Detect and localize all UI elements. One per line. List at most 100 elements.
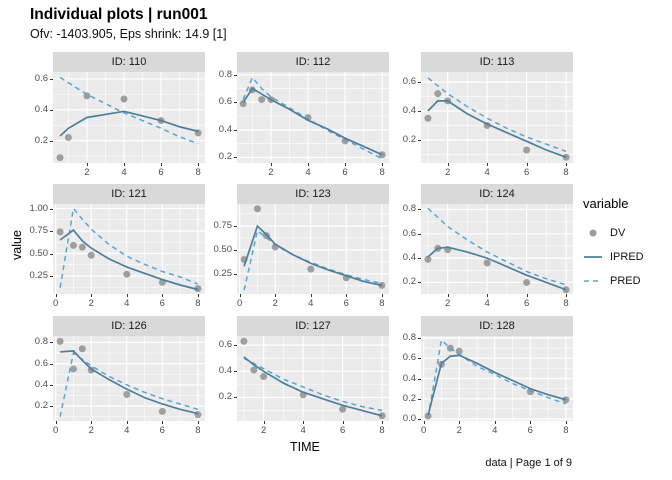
y-tick-label: 0.8 bbox=[34, 336, 48, 348]
facet-strip-label: ID: 127 bbox=[237, 316, 389, 336]
ipred-line bbox=[243, 356, 383, 417]
ipred-line bbox=[427, 246, 567, 291]
x-tick-mark bbox=[91, 294, 93, 297]
x-tick-mark bbox=[382, 421, 384, 424]
x-tick-mark bbox=[55, 294, 57, 297]
pred-line bbox=[59, 76, 199, 145]
dv-point bbox=[523, 146, 531, 154]
pred-line bbox=[427, 77, 567, 153]
dv-point bbox=[378, 281, 386, 289]
x-tick-label: 8 bbox=[563, 298, 569, 309]
x-tick-label: 4 bbox=[484, 167, 490, 178]
y-tick-mark bbox=[418, 258, 421, 260]
y-tick-mark bbox=[234, 102, 237, 104]
x-tick-mark bbox=[487, 294, 489, 297]
x-tick-mark bbox=[307, 163, 309, 166]
facet-panel bbox=[421, 204, 573, 294]
dv-point bbox=[56, 154, 64, 162]
facet-127: ID: 127 0.2 0.4 0.6 2 4 6 8 bbox=[219, 316, 389, 437]
x-tick-label: 4 bbox=[484, 298, 490, 309]
y-tick-mark bbox=[234, 157, 237, 159]
x-tick-label: 8 bbox=[379, 167, 385, 178]
x-tick-mark bbox=[342, 421, 344, 424]
dv-point bbox=[339, 405, 347, 413]
dv-point bbox=[523, 278, 531, 286]
y-tick-mark bbox=[418, 418, 421, 420]
x-tick-label: 6 bbox=[523, 298, 530, 309]
x-tick-mark bbox=[487, 163, 489, 166]
dv-point bbox=[78, 243, 86, 251]
facet-panel bbox=[237, 204, 389, 294]
y-tick-mark bbox=[50, 342, 53, 344]
y-tick-label: 0.25 bbox=[213, 267, 233, 279]
x-tick-label: 6 bbox=[342, 167, 348, 178]
y-tick-mark bbox=[234, 345, 237, 347]
dv-point bbox=[424, 114, 432, 122]
y-tick-label: 0.50 bbox=[213, 243, 233, 255]
x-tick-label: 2 bbox=[444, 298, 451, 309]
y-tick-mark bbox=[50, 78, 53, 80]
pred-line bbox=[243, 229, 383, 291]
y-tick-label: 0.0 bbox=[402, 412, 416, 424]
facet-123: ID: 123 0.25 0.50 0.75 0 2 4 6 8 bbox=[214, 184, 389, 310]
facet-panel bbox=[53, 336, 205, 421]
dv-point bbox=[378, 151, 386, 159]
ipred-line bbox=[60, 349, 199, 415]
pred-line bbox=[59, 351, 199, 417]
y-tick-label: 0.75 bbox=[213, 220, 233, 232]
x-tick-mark bbox=[494, 421, 496, 424]
x-tick-mark bbox=[126, 421, 128, 424]
facet-strip-label: ID: 113 bbox=[421, 52, 573, 72]
y-tick-mark bbox=[234, 249, 237, 251]
dv-point bbox=[56, 228, 64, 236]
dv-point bbox=[123, 270, 131, 278]
y-tick-label: 0.4 bbox=[402, 105, 416, 116]
x-tick-mark bbox=[270, 163, 272, 166]
y-tick-mark bbox=[418, 358, 421, 360]
x-tick-label: 6 bbox=[159, 298, 165, 309]
legend-label: DV bbox=[610, 227, 626, 239]
y-tick-label: 0.4 bbox=[402, 372, 416, 384]
y-tick-mark bbox=[234, 74, 237, 76]
y-tick-label: 0.6 bbox=[34, 72, 48, 84]
legend-entry-ipred: IPRED bbox=[583, 245, 644, 269]
caption: data | Page 1 of 9 bbox=[485, 457, 572, 469]
x-tick-label: 0 bbox=[53, 425, 59, 436]
x-tick-mark bbox=[310, 294, 312, 297]
facet-panel bbox=[421, 72, 573, 163]
x-tick-label: 2 bbox=[444, 167, 451, 178]
x-tick-label: 6 bbox=[527, 425, 533, 436]
x-tick-mark bbox=[198, 163, 200, 166]
x-tick-mark bbox=[447, 163, 449, 166]
dv-point bbox=[83, 92, 91, 100]
x-tick-label: 4 bbox=[124, 298, 130, 309]
y-tick-label: 0.8 bbox=[402, 203, 416, 215]
x-tick-label: 6 bbox=[343, 298, 349, 309]
legend-entry-pred: PRED bbox=[583, 269, 644, 293]
y-tick-mark bbox=[418, 209, 421, 211]
facet-strip-label: ID: 128 bbox=[421, 316, 573, 336]
x-tick-label: 4 bbox=[124, 425, 130, 436]
x-tick-label: 2 bbox=[84, 167, 90, 178]
y-tick-label: 0.4 bbox=[34, 103, 48, 115]
dv-point bbox=[64, 134, 72, 142]
y-tick-label: 0.6 bbox=[34, 357, 48, 369]
x-tick-mark bbox=[86, 163, 88, 166]
dv-point bbox=[120, 95, 128, 103]
x-tick-mark bbox=[447, 294, 449, 297]
dv-point bbox=[87, 251, 95, 259]
x-tick-mark bbox=[566, 163, 568, 166]
y-tick-mark bbox=[50, 276, 53, 277]
dv-point bbox=[424, 255, 432, 263]
dv-point bbox=[56, 337, 64, 345]
x-tick-label: 6 bbox=[159, 425, 165, 436]
legend-entries: DV IPRED PRED bbox=[583, 221, 644, 293]
x-tick-mark bbox=[459, 421, 461, 424]
x-tick-mark bbox=[239, 294, 241, 297]
x-axis-label: TIME bbox=[290, 440, 320, 454]
dv-point bbox=[69, 365, 77, 373]
x-tick-mark bbox=[566, 294, 568, 297]
y-tick-label: 0.6 bbox=[402, 352, 416, 364]
dv-point bbox=[239, 100, 247, 108]
ipred-line bbox=[243, 224, 383, 287]
